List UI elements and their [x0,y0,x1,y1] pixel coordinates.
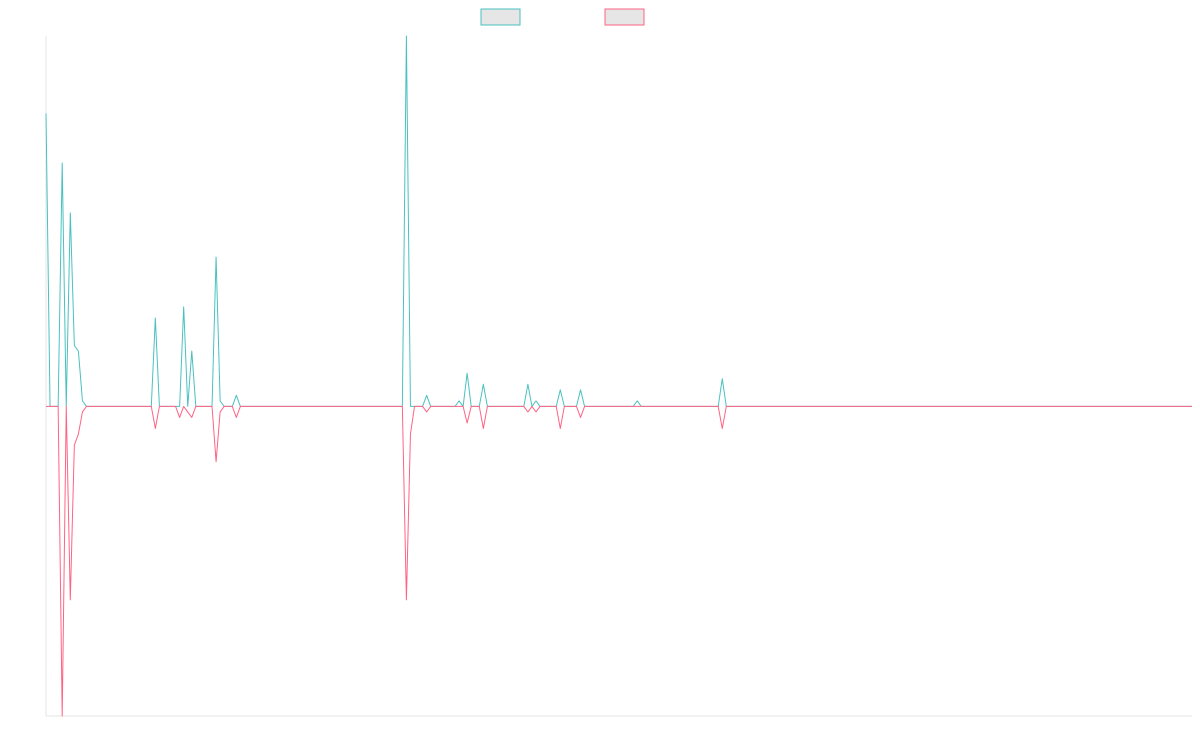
legend-swatch-2 [604,8,645,26]
series-line-1 [45,35,1192,407]
axes [45,36,1192,717]
series-line-2 [46,405,1192,717]
legend [480,8,645,26]
legend-swatch-1 [480,8,521,26]
series-layer [45,35,1192,717]
